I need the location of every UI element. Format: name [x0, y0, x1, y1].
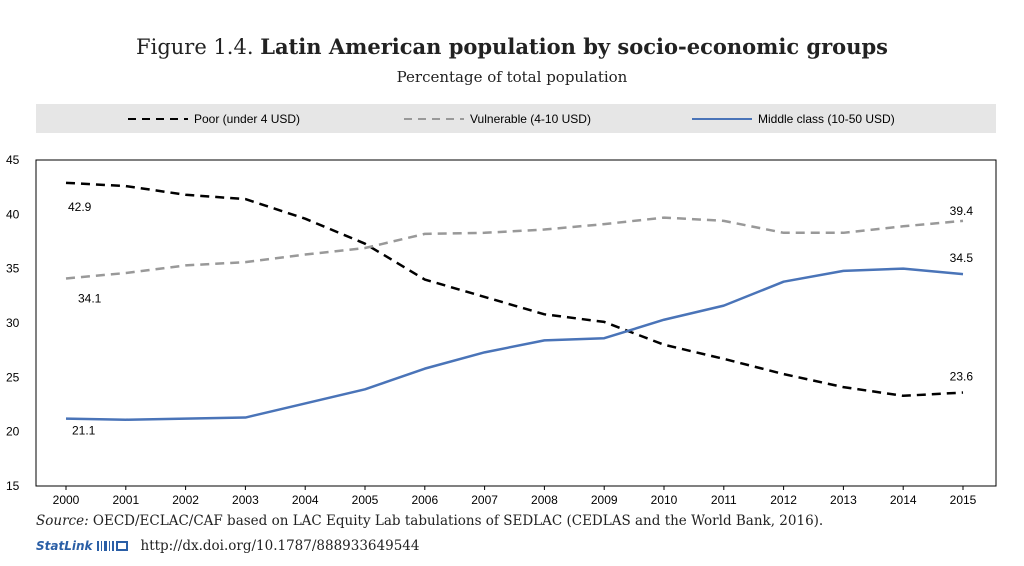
x-tick-label: 2007	[471, 493, 498, 507]
figure-number: Figure 1.4.	[136, 35, 254, 59]
data-label-middle-class: 21.1	[72, 424, 96, 438]
statlink-logo: StatLink	[36, 539, 93, 553]
x-tick-label: 2013	[830, 493, 857, 507]
data-label-vulnerable: 39.4	[950, 204, 974, 218]
series-line-middle-class	[65, 267, 964, 421]
source-label: Source:	[36, 513, 89, 529]
line-chart: 15 20 25 30 35 40 45 2000 2001 2002 2003 2004 2005 20…	[6, 153, 997, 507]
y-tick-label: 40	[6, 207, 20, 221]
chart-legend: Poor (under 4 USD) Vulnerable (4-10 USD)…	[36, 104, 996, 133]
x-tick-label: 2005	[352, 493, 379, 507]
x-tick-label: 2004	[292, 493, 319, 507]
legend-swatch-vulnerable	[404, 117, 464, 120]
x-tick-label: 2010	[651, 493, 678, 507]
x-tick-label: 2012	[770, 493, 797, 507]
y-tick-label: 25	[6, 370, 20, 384]
legend-swatch-poor	[128, 117, 188, 120]
plot-frame	[35, 159, 997, 487]
figure-title: Figure 1.4. Latin American population by…	[0, 34, 1024, 59]
y-tick-label: 15	[6, 479, 20, 493]
x-tick-label: 2006	[411, 493, 438, 507]
x-tick-label: 2001	[112, 493, 139, 507]
legend-label-poor: Poor (under 4 USD)	[194, 111, 301, 126]
data-label-poor: 42.9	[68, 200, 92, 214]
x-tick-label: 2003	[232, 493, 259, 507]
data-label-vulnerable: 34.1	[78, 291, 102, 305]
y-tick-label: 35	[6, 262, 20, 276]
legend-item-middle-class: Middle class (10-50 USD)	[692, 104, 895, 133]
legend-label-middle-class: Middle class (10-50 USD)	[758, 111, 895, 126]
y-tick-label: 45	[6, 153, 20, 167]
chart-title: Latin American population by socio-econo…	[260, 34, 888, 59]
x-tick-label: 2014	[890, 493, 917, 507]
chart-subtitle: Percentage of total population	[396, 68, 628, 86]
x-tick-label: 2015	[950, 493, 977, 507]
legend-item-poor: Poor (under 4 USD)	[128, 104, 300, 133]
x-tick-label: 2002	[172, 493, 199, 507]
x-tick-label: 2000	[53, 493, 80, 507]
x-tick-label: 2008	[531, 493, 558, 507]
source-text: OECD/ECLAC/CAF based on LAC Equity Lab t…	[92, 513, 824, 529]
x-tick-label: 2009	[591, 493, 618, 507]
series-line-vulnerable	[65, 216, 964, 280]
legend-swatch-middle-class	[692, 117, 752, 120]
legend-label-vulnerable: Vulnerable (4-10 USD)	[470, 111, 591, 126]
statlink-url[interactable]: http://dx.doi.org/10.1787/888933649544	[140, 538, 420, 554]
x-tick-label: 2011	[711, 493, 737, 507]
barcode-icon	[96, 541, 128, 551]
data-label-poor: 23.6	[950, 370, 974, 384]
y-tick-label: 30	[6, 316, 20, 330]
y-tick-label: 20	[6, 425, 20, 439]
statlink-row: StatLink http://dx.doi.org/10.1787/88893…	[36, 538, 419, 554]
legend-item-vulnerable: Vulnerable (4-10 USD)	[404, 104, 591, 133]
series-line-poor	[65, 181, 964, 398]
source-note: Source: OECD/ECLAC/CAF based on LAC Equi…	[36, 513, 823, 529]
data-label-middle-class: 34.5	[950, 251, 974, 265]
